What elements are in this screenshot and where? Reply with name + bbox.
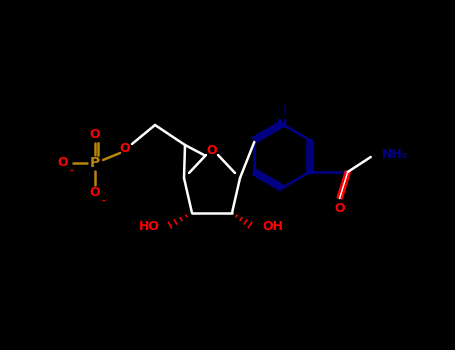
Text: O: O [90,187,100,199]
Text: O: O [90,128,100,141]
Text: OH: OH [262,220,283,233]
Text: O: O [58,156,68,169]
Text: O: O [120,141,130,154]
Text: NH₂: NH₂ [382,147,408,161]
Text: P: P [90,156,100,170]
Text: O: O [334,202,345,215]
Text: O: O [207,144,217,156]
Text: -: - [102,196,106,206]
Text: -: - [70,166,74,176]
Text: N: N [277,118,287,131]
Text: |: | [282,105,286,115]
Text: HO: HO [139,220,160,233]
